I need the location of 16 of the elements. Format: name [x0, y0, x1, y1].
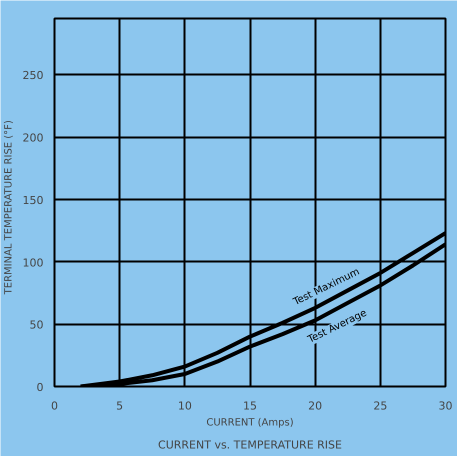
y-tick-label: 200 [22, 132, 44, 145]
x-tick-label: 0 [51, 400, 58, 412]
x-axis-title: CURRENT (Amps) [206, 418, 294, 428]
y-axis-title: TERMINAL TEMPERATURE RISE (°F) [4, 120, 15, 296]
y-tick-label: 0 [36, 381, 44, 394]
y-tick-label: 100 [22, 256, 44, 270]
x-tick-label: 20 [308, 400, 322, 412]
x-tick-label: 15 [243, 400, 257, 412]
y-tick-label: 50 [30, 318, 44, 332]
x-tick-label: 25 [373, 400, 388, 412]
y-tick-label: 250 [22, 69, 44, 82]
x-tick-label: 5 [116, 400, 124, 412]
y-tick-label: 150 [22, 194, 44, 207]
x-tick-label: 30 [438, 400, 452, 412]
text: CURRENT vs. TEMPERATURE RISE [158, 438, 342, 452]
x-tick-label: 10 [178, 400, 192, 412]
